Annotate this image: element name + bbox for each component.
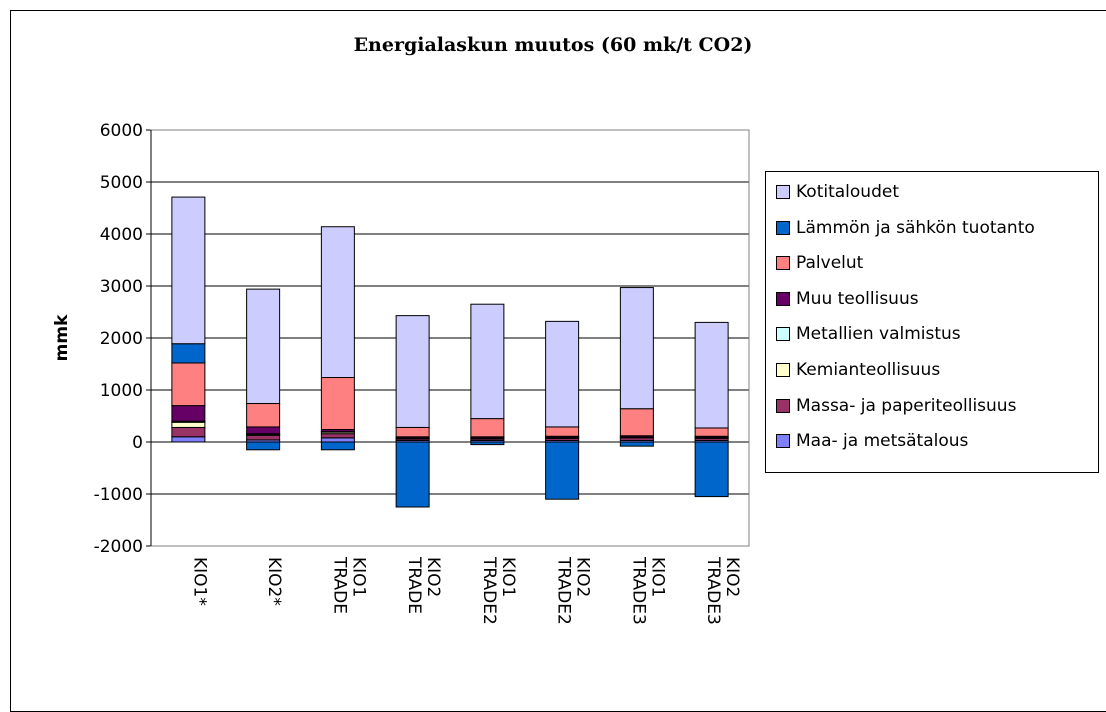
bar-segment-l-mm-n-ja-s-hk-n-tuotanto-7 [695,442,728,497]
legend-item: Kemianteollisuus [776,360,940,380]
legend-item: Massa- ja paperiteollisuus [776,396,1016,416]
legend-item: Metallien valmistus [776,324,961,344]
bar-segment-massa-ja-paperiteollisuus-2 [321,434,354,438]
x-tick-label-line: TRADE3 [703,556,723,625]
bar-segment-palvelut-6 [620,409,653,436]
y-tick-label: 3000 [100,277,143,297]
y-tick-label: 4000 [100,225,143,245]
legend-swatch [776,363,790,377]
legend-label: Muu teollisuus [796,289,919,309]
bar-segment-palvelut-2 [321,378,354,430]
legend: Kotitaloudet Lämmön ja sähkön tuotanto Pal… [765,171,1099,473]
bar-segment-palvelut-7 [695,428,728,436]
legend-label: Lämmön ja sähkön tuotanto [796,218,1035,238]
x-tick-label-line: KIO2 [423,557,443,597]
bar-segment-palvelut-5 [546,427,579,436]
legend-item: Muu teollisuus [776,289,919,309]
x-tick-label-line: TRADE2 [554,556,574,625]
bar-segment-kotitaloudet-4 [471,304,504,418]
x-tick-label-line: TRADE3 [628,556,648,625]
x-tick-label-line: KIO2 [573,557,593,597]
bar-segment-l-mm-n-ja-s-hk-n-tuotanto-5 [546,442,579,499]
bar-segment-muu-teollisuus-1 [247,427,280,434]
x-tick-label-line: TRADE [404,556,424,614]
x-tick-label-line: TRADE2 [479,556,499,625]
x-tick-label: KIO2* [264,557,284,606]
bar-segment-kotitaloudet-3 [396,316,429,428]
legend-swatch [776,292,790,306]
legend-swatch [776,256,790,270]
x-tick-label-line: KIO1 [647,557,667,597]
legend-label: Palvelut [796,253,863,273]
y-tick-label: 2000 [100,329,143,349]
y-tick-label: -2000 [94,537,143,557]
bar-segment-kotitaloudet-6 [620,288,653,409]
bar-segment-massa-ja-paperiteollisuus-0 [172,427,205,436]
bar-segment-kemianteollisuus-0 [172,422,205,427]
x-tick-label-line: KIO1 [498,557,518,597]
bar-segment-l-mm-n-ja-s-hk-n-tuotanto-0 [172,344,205,363]
bar-segment-palvelut-0 [172,363,205,406]
bar-segment-kotitaloudet-2 [321,227,354,378]
bar-segment-maa-ja-mets-talous-2 [321,438,354,442]
bar-segment-maa-ja-mets-talous-0 [172,437,205,442]
legend-item: Maa- ja metsätalous [776,431,968,451]
legend-swatch [776,434,790,448]
y-tick-label: 6000 [100,121,143,141]
bar-segment-kotitaloudet-7 [695,322,728,428]
y-tick-label: -1000 [94,485,143,505]
y-tick-label: 5000 [100,173,143,193]
bar-segment-l-mm-n-ja-s-hk-n-tuotanto-3 [396,442,429,507]
y-tick-label: 0 [132,433,143,453]
x-tick-label-line: KIO1 [348,557,368,597]
legend-item: Kotitaloudet [776,182,899,202]
legend-item: Lämmön ja sähkön tuotanto [776,218,1035,238]
x-tick-label-line: KIO2* [264,557,284,606]
bar-segment-l-mm-n-ja-s-hk-n-tuotanto-4 [471,442,504,445]
bar-segment-l-mm-n-ja-s-hk-n-tuotanto-2 [321,442,354,450]
legend-label: Maa- ja metsätalous [796,431,968,451]
legend-label: Massa- ja paperiteollisuus [796,396,1016,416]
x-tick-label-line: KIO1* [189,557,209,606]
bar-segment-l-mm-n-ja-s-hk-n-tuotanto-6 [620,442,653,446]
x-tick-label-line: KIO2 [722,557,742,597]
bar-segment-kotitaloudet-5 [546,321,579,427]
bar-segment-kotitaloudet-0 [172,197,205,344]
bar-segment-palvelut-4 [471,419,504,437]
bar-segment-l-mm-n-ja-s-hk-n-tuotanto-1 [247,442,280,450]
legend-swatch [776,399,790,413]
x-tick-label-line: TRADE [329,556,349,614]
legend-label: Metallien valmistus [796,324,961,344]
y-axis-label: mmk [52,314,72,361]
legend-item: Palvelut [776,253,863,273]
legend-swatch [776,185,790,199]
bar-segment-muu-teollisuus-0 [172,406,205,422]
bar-segment-palvelut-1 [247,404,280,427]
bar-segment-kotitaloudet-1 [247,289,280,403]
y-tick-label: 1000 [100,381,143,401]
legend-label: Kemianteollisuus [796,360,940,380]
legend-swatch [776,221,790,235]
legend-label: Kotitaloudet [796,182,899,202]
x-tick-label: KIO1* [189,557,209,606]
bar-segment-palvelut-3 [396,427,429,436]
bar-segment-massa-ja-paperiteollisuus-1 [247,435,280,440]
legend-swatch [776,327,790,341]
